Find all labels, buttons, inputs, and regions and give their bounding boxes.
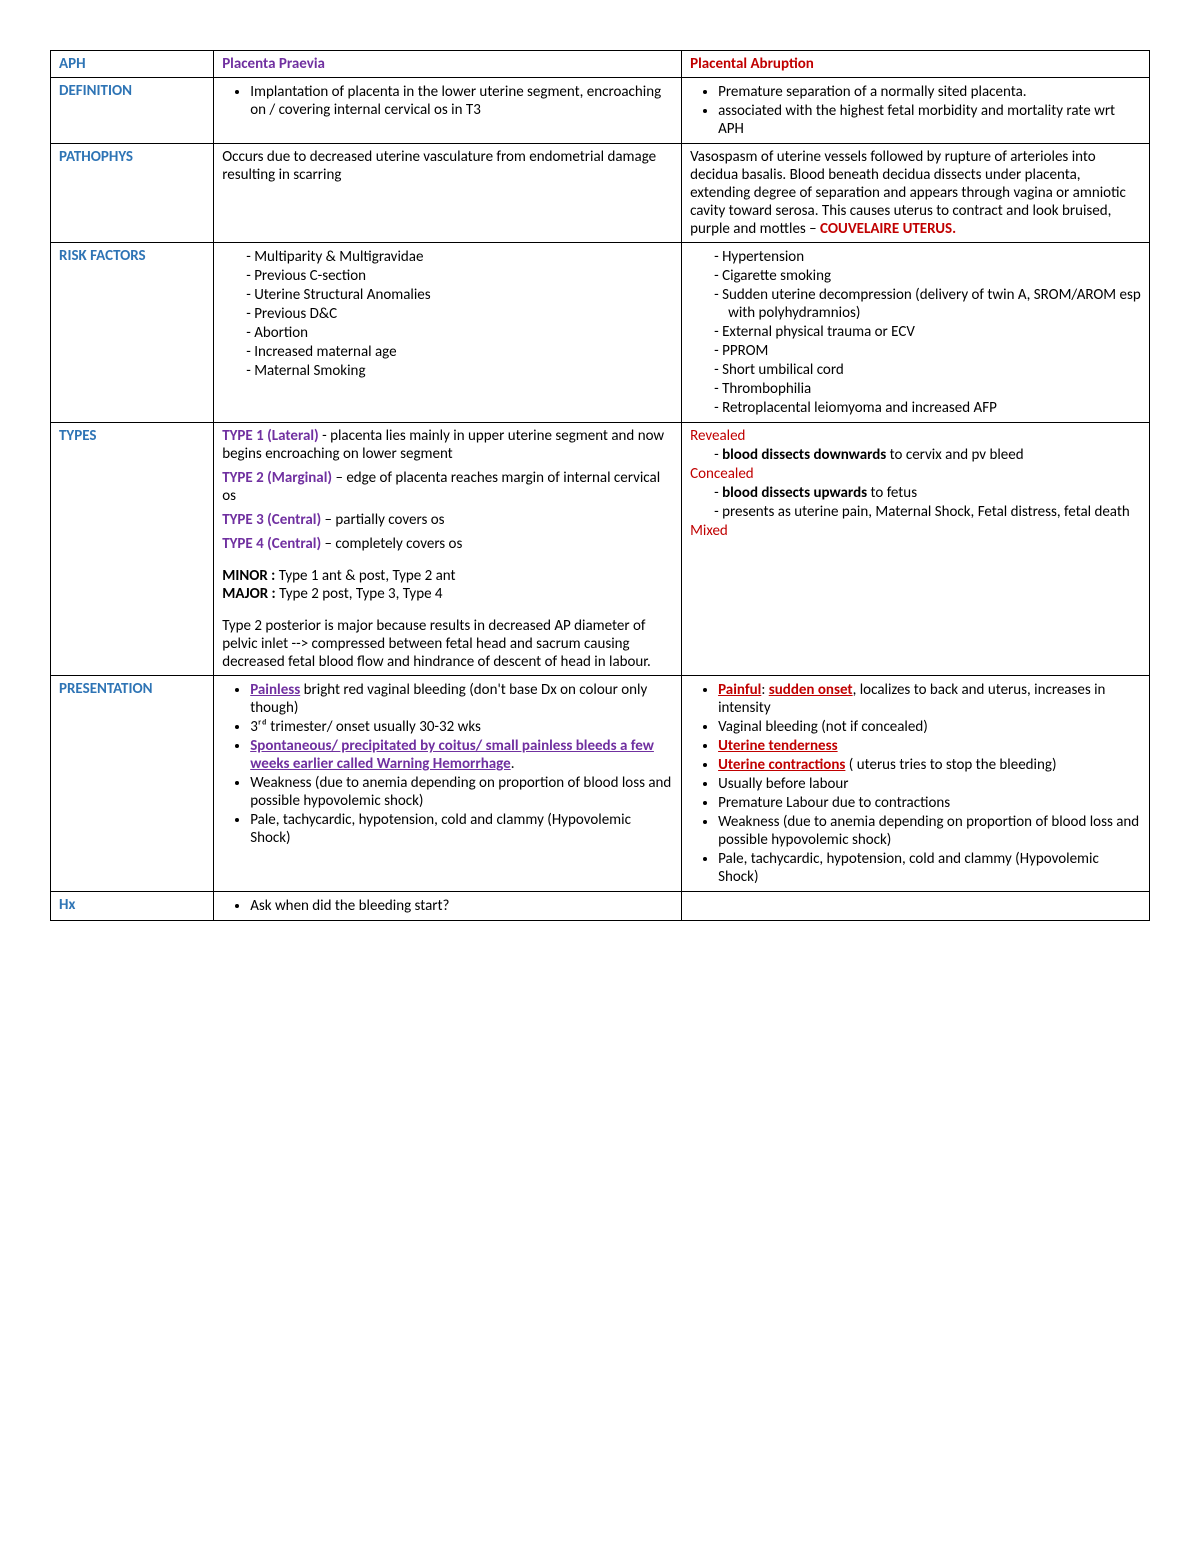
type3-t: – partially covers os [321,511,444,529]
concealed-hdr: Concealed [690,465,1141,483]
pres-pp-1a: Painless [250,681,300,699]
definition-pa: Premature separation of a normally sited… [682,78,1150,144]
pres-pp-5: Pale, tachycardic, hypotension, cold and… [250,811,673,847]
type1-l: TYPE 1 (Lateral) [222,427,319,445]
header-abruption: Placental Abruption [682,51,1150,78]
mixed-hdr: Mixed [690,522,1141,540]
pres-pa-4b: ( uterus tries to stop the bleeding) [845,756,1056,774]
minor-l: MINOR : [222,567,275,585]
pres-pa-1a: Painful [718,681,761,699]
row-hx: Hx Ask when did the bleeding start? [51,892,1150,921]
pres-pp-3b: . [511,755,515,773]
pres-pa-6: Premature Labour due to contractions [718,794,1141,812]
rev-1: blood dissects downwards to cervix and p… [728,446,1141,464]
risk-pp-2: Previous C-section [260,267,673,285]
pres-pa-8: Pale, tachycardic, hypotension, cold and… [718,850,1141,886]
presentation-pa: Painful: sudden onset, localizes to back… [682,676,1150,892]
pres-pp-2: 3ʳᵈ trimester/ onset usually 30-32 wks [250,718,673,736]
type3-l: TYPE 3 (Central) [222,511,321,529]
row-types: TYPES TYPE 1 (Lateral) - placenta lies m… [51,423,1150,676]
header-row: APH Placenta Praevia Placental Abruption [51,51,1150,78]
risk-pp: Multiparity & Multigravidae Previous C-s… [214,243,682,423]
risk-pa-8: Retroplacental leiomyoma and increased A… [728,399,1141,417]
hx-pp: Ask when did the bleeding start? [214,892,682,921]
def-pp-1: Implantation of placenta in the lower ut… [250,83,673,119]
major-t: Type 2 post, Type 3, Type 4 [276,585,443,603]
risk-pa: Hypertension Cigarette smoking Sudden ut… [682,243,1150,423]
presentation-pp: Painless bright red vaginal bleeding (do… [214,676,682,892]
con-1a: blood dissects upwards [722,484,867,502]
pres-pa-2: Vaginal bleeding (not if concealed) [718,718,1141,736]
pathophys-pa-emph: COUVELAIRE UTERUS. [820,220,956,238]
revealed-hdr: Revealed [690,427,1141,445]
types-pp-note: Type 2 posterior is major because result… [222,617,673,671]
label-presentation: PRESENTATION [51,676,214,892]
pres-pa-7: Weakness (due to anemia depending on pro… [718,813,1141,849]
risk-pp-6: Increased maternal age [260,343,673,361]
type4-t: – completely covers os [321,535,462,553]
minor-t: Type 1 ant & post, Type 2 ant [275,567,455,585]
hx-pa [682,892,1150,921]
risk-pp-3: Uterine Structural Anomalies [260,286,673,304]
risk-pp-5: Abortion [260,324,673,342]
risk-pa-1: Hypertension [728,248,1141,266]
def-pa-2: associated with the highest fetal morbid… [718,102,1141,138]
pathophys-pa: Vasospasm of uterine vessels followed by… [682,144,1150,243]
types-pp: TYPE 1 (Lateral) - placenta lies mainly … [214,423,682,676]
label-hx: Hx [51,892,214,921]
risk-pa-2: Cigarette smoking [728,267,1141,285]
row-risk: RISK FACTORS Multiparity & Multigravidae… [51,243,1150,423]
pres-pp-4: Weakness (due to anemia depending on pro… [250,774,673,810]
label-types: TYPES [51,423,214,676]
rev-1b: to cervix and pv bleed [886,446,1023,464]
pres-pp-3a: Spontaneous/ precipitated by coitus/ sma… [250,737,654,773]
risk-pa-3: Sudden uterine decompression (delivery o… [728,286,1141,322]
pres-pa-1b: : [761,681,768,699]
risk-pp-1: Multiparity & Multigravidae [260,248,673,266]
comparison-table: APH Placenta Praevia Placental Abruption… [50,50,1150,921]
row-presentation: PRESENTATION Painless bright red vaginal… [51,676,1150,892]
pres-pp-1b: bright red vaginal bleeding (don't base … [250,681,647,717]
risk-pp-7: Maternal Smoking [260,362,673,380]
def-pa-1: Premature separation of a normally sited… [718,83,1141,101]
label-risk: RISK FACTORS [51,243,214,423]
con-2: presents as uterine pain, Maternal Shock… [728,503,1141,521]
pres-pa-3: Uterine tenderness [718,737,1141,755]
risk-pa-5: PPROM [728,342,1141,360]
pres-pa-1c: sudden onset [769,681,853,699]
pres-pp-3: Spontaneous/ precipitated by coitus/ sma… [250,737,673,773]
major-l: MAJOR : [222,585,276,603]
pres-pp-1: Painless bright red vaginal bleeding (do… [250,681,673,717]
risk-pp-4: Previous D&C [260,305,673,323]
type4-l: TYPE 4 (Central) [222,535,321,553]
risk-pa-4: External physical trauma or ECV [728,323,1141,341]
type2-l: TYPE 2 (Marginal) [222,469,332,487]
pres-pa-4a: Uterine contractions [718,756,845,774]
pres-pa-4: Uterine contractions ( uterus tries to s… [718,756,1141,774]
con-1: blood dissects upwards to fetus [728,484,1141,502]
risk-pa-6: Short umbilical cord [728,361,1141,379]
pres-pa-3a: Uterine tenderness [718,737,838,755]
pathophys-pp: Occurs due to decreased uterine vasculat… [214,144,682,243]
pres-pa-1: Painful: sudden onset, localizes to back… [718,681,1141,717]
page: APH Placenta Praevia Placental Abruption… [50,50,1150,921]
header-praevia: Placenta Praevia [214,51,682,78]
header-aph: APH [51,51,214,78]
hx-pp-1: Ask when did the bleeding start? [250,897,673,915]
label-pathophys: PATHOPHYS [51,144,214,243]
types-pa: Revealed blood dissects downwards to cer… [682,423,1150,676]
label-definition: DEFINITION [51,78,214,144]
definition-pp: Implantation of placenta in the lower ut… [214,78,682,144]
pres-pa-5: Usually before labour [718,775,1141,793]
con-1b: to fetus [867,484,917,502]
row-definition: DEFINITION Implantation of placenta in t… [51,78,1150,144]
row-pathophys: PATHOPHYS Occurs due to decreased uterin… [51,144,1150,243]
rev-1a: blood dissects downwards [722,446,886,464]
risk-pa-7: Thrombophilia [728,380,1141,398]
